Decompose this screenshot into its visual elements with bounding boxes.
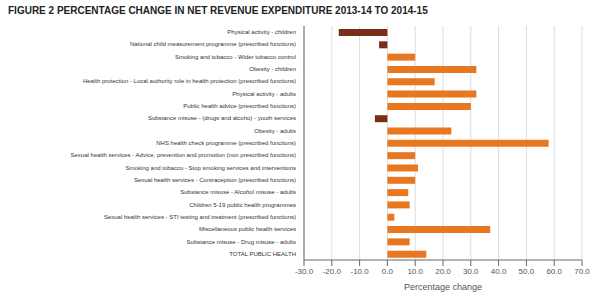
svg-text:-10.0: -10.0 [350, 267, 369, 276]
svg-text:20.0: 20.0 [435, 267, 451, 276]
svg-text:30.0: 30.0 [463, 267, 479, 276]
svg-text:Smoking and tobacco - Stop smo: Smoking and tobacco - Stop smoking servi… [126, 165, 296, 171]
svg-text:Miscellaneous public health se: Miscellaneous public health services [199, 226, 296, 232]
svg-text:NHS health check programme (p: NHS health check programme (prescribed f… [156, 140, 296, 146]
svg-text:Substance misuse - Drug misuse: Substance misuse - Drug misuse - adults [187, 239, 296, 245]
svg-text:Obesity - adults: Obesity - adults [254, 128, 296, 134]
svg-text:Obesity - children: Obesity - children [249, 66, 296, 72]
svg-text:Physical activity - adults: Physical activity - adults [232, 91, 296, 97]
svg-text:40.0: 40.0 [491, 267, 507, 276]
svg-text:10.0: 10.0 [407, 267, 423, 276]
svg-text:-20.0: -20.0 [323, 267, 342, 276]
svg-text:0.0: 0.0 [382, 267, 394, 276]
svg-text:Substance misuse - Alcohol mis: Substance misuse - Alcohol misuse - adul… [180, 189, 296, 195]
svg-text:Children 5-19 public health pr: Children 5-19 public health programmes [189, 202, 296, 208]
svg-text:Substance misuse - (drugs and: Substance misuse - (drugs and alcoho) - … [148, 115, 296, 121]
svg-text:50.0: 50.0 [519, 267, 535, 276]
svg-text:Sexual health services - Contr: Sexual health services - Contraception (… [134, 177, 296, 183]
svg-text:Public health advice (prescrib: Public health advice (prescribed functio… [183, 103, 296, 109]
svg-text:Percentage change: Percentage change [404, 282, 482, 292]
svg-text:Health protection - Local auth: Health protection - Local authority role… [83, 78, 296, 84]
svg-text:Sexual health services - STI t: Sexual health services - STI testing and… [104, 214, 296, 220]
svg-text:-30.0: -30.0 [295, 267, 314, 276]
svg-text:Smoking and tobacco - Wider to: Smoking and tobacco - Wider tobacco cont… [175, 54, 296, 60]
svg-text:National child measurement pro: National child measurement programme (pr… [130, 41, 296, 47]
svg-text:Physical activity - children: Physical activity - children [227, 29, 296, 35]
svg-text:TOTAL PUBLIC HEALTH: TOTAL PUBLIC HEALTH [229, 251, 296, 257]
svg-text:Sexual health services - Advic: Sexual health services - Advice, prevent… [71, 152, 296, 158]
html-text:FIGURE 2 PERCENTAGE CHANGE IN: FIGURE 2 PERCENTAGE CHANGE IN NET REVENU… [8, 5, 428, 16]
svg-text:70.0: 70.0 [574, 267, 590, 276]
svg-text:60.0: 60.0 [546, 267, 562, 276]
